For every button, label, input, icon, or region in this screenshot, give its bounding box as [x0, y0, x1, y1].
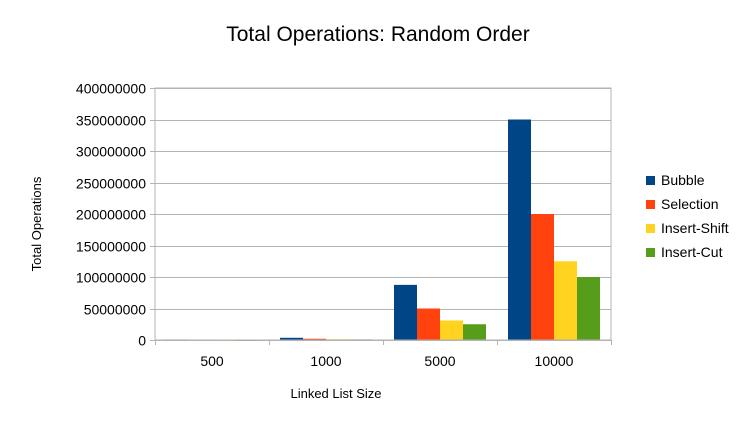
- x-axis-ticks: 500 1000 5000 10000: [155, 340, 612, 369]
- bar-bubble-5000: [394, 284, 417, 340]
- y-tick-label: 200000000: [76, 207, 146, 223]
- bar-insert-shift-5000: [440, 320, 463, 340]
- bar-insert-cut-10000: [577, 277, 600, 340]
- y-tick-label: 100000000: [76, 270, 146, 286]
- legend-item: Selection: [646, 192, 729, 216]
- legend-label: Insert-Shift: [661, 220, 729, 236]
- legend-swatch: [646, 199, 655, 209]
- bar-insert-shift-10000: [554, 261, 577, 340]
- legend-label: Insert-Cut: [661, 244, 723, 260]
- x-axis-label: Linked List Size: [290, 386, 381, 401]
- legend-swatch: [646, 175, 655, 185]
- y-tick-label: 50000000: [84, 302, 147, 318]
- x-tick-label: 500: [200, 353, 224, 369]
- legend-label: Bubble: [661, 172, 705, 188]
- bar-selection-1000: [303, 338, 326, 340]
- plot-area-frame: [154, 87, 612, 341]
- legend-item: Bubble: [646, 168, 729, 192]
- bar-bubble-1000: [280, 337, 303, 340]
- y-axis-label: Total Operations: [29, 176, 44, 271]
- y-tick-label: 150000000: [76, 239, 146, 255]
- legend: Bubble Selection Insert-Shift Insert-Cut: [646, 168, 729, 264]
- y-tick-label: 300000000: [76, 144, 146, 160]
- y-tick-label: 250000000: [76, 176, 146, 192]
- y-tick-label: 0: [138, 333, 146, 349]
- legend-item: Insert-Cut: [646, 240, 729, 264]
- x-tick-label: 5000: [424, 353, 455, 369]
- x-tick-label: 10000: [535, 353, 574, 369]
- legend-swatch: [646, 223, 655, 233]
- legend-item: Insert-Shift: [646, 216, 729, 240]
- bars: [166, 119, 600, 341]
- bar-selection-10000: [531, 214, 554, 340]
- y-axis-ticks: 0 50000000 100000000 150000000 200000000 2500…: [76, 81, 155, 349]
- bar-bubble-10000: [508, 119, 531, 340]
- x-tick-label: 1000: [310, 353, 341, 369]
- legend-label: Selection: [661, 196, 719, 212]
- y-tick-label: 350000000: [76, 113, 146, 129]
- y-tick-label: 400000000: [76, 81, 146, 97]
- chart-title: Total Operations: Random Order: [226, 23, 529, 46]
- bar-selection-5000: [417, 308, 440, 340]
- bar-insert-cut-5000: [463, 324, 486, 340]
- legend-swatch: [646, 247, 655, 257]
